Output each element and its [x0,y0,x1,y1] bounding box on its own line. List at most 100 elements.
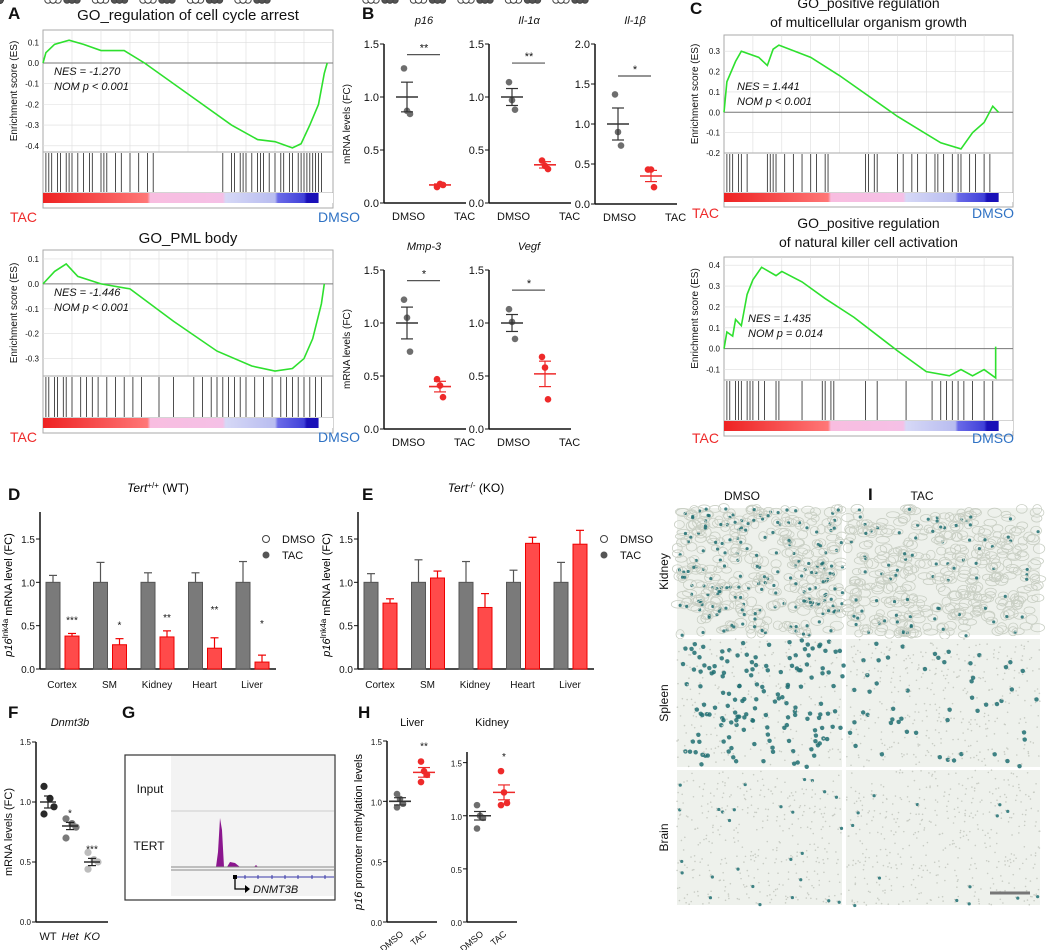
tissue-texture [707,895,710,898]
tissue-texture [951,702,954,705]
tissue-texture [1025,858,1028,860]
sa-beta-gal-stain [776,510,780,515]
tissue-texture [749,748,752,750]
tissue-texture [743,794,745,796]
sa-beta-gal-stain [750,718,756,723]
sa-beta-gal-stain [739,595,743,600]
sa-beta-gal-stain [941,627,945,631]
tissue-texture [953,808,956,810]
tissue-texture [1012,860,1015,862]
tissue-structure [948,608,959,618]
sa-beta-gal-stain [1016,896,1020,900]
tissue-texture [996,673,999,676]
tissue-texture [825,901,828,904]
tissue-texture [712,824,714,827]
tissue-texture [698,692,701,695]
tissue-texture [761,778,764,781]
tissue-structure [926,549,936,560]
sa-beta-gal-stain [1020,668,1025,674]
y-tick-label: 1.0 [575,119,590,131]
tissue-texture [838,797,841,800]
tissue-texture [852,864,854,866]
sa-beta-gal-stain [793,653,798,658]
tissue-structure [708,505,722,513]
tissue-texture [983,671,986,673]
tissue-texture [750,696,753,698]
tissue-texture [788,648,790,651]
tissue-texture [838,826,841,829]
tissue-texture [910,884,913,886]
tissue-structure [866,558,879,569]
tac-data-point [481,0,489,4]
tissue-texture [925,734,928,737]
sa-beta-gal-stain [778,522,782,526]
tissue-texture [810,737,813,740]
tissue-structure [821,568,835,577]
tissue-texture [938,860,940,862]
sa-beta-gal-stain [992,752,997,757]
tissue-texture [1008,882,1010,884]
sa-beta-gal-stain [854,598,858,602]
tissue-texture [782,731,785,733]
tissue-texture [788,805,791,808]
tissue-texture [696,665,698,668]
tissue-texture [884,817,887,819]
tissue-structure [795,547,809,556]
tissue-texture [903,646,906,648]
tissue-structure [783,573,794,581]
tissue-structure [821,593,837,603]
tss-marker [233,875,237,879]
label-part: -/- [468,481,476,490]
significance-stars: * [422,269,427,281]
tissue-texture [925,709,928,712]
tissue-texture [964,814,966,817]
sa-beta-gal-stain [703,526,707,530]
tissue-texture [855,832,857,835]
tissue-texture [1014,799,1017,802]
sa-beta-gal-stain [701,549,705,553]
sa-beta-gal-stain [761,689,767,694]
sa-beta-gal-stain [711,669,716,675]
tissue-structure [908,532,920,542]
tissue-texture [822,816,824,818]
sa-beta-gal-stain [1006,535,1010,539]
tissue-texture [894,795,897,797]
tissue-texture [1024,885,1027,888]
sa-beta-gal-stain [916,523,920,527]
tissue-structure [752,618,766,628]
tissue-texture [967,839,970,841]
tissue-texture [1018,672,1020,674]
rank-bar [724,193,1013,202]
tissue-texture [829,731,832,734]
tissue-texture [863,877,866,880]
enrichment-curve [42,39,328,149]
tissue-texture [823,862,825,865]
gene-title: Il-1β [624,15,646,27]
tissue-structure [722,511,736,520]
tissue-structure [1019,574,1030,582]
gsea-title: GO_PML body [139,230,238,247]
tissue-texture [954,815,956,818]
tac-data-point [538,353,546,361]
tissue-texture [1029,895,1032,898]
sa-beta-gal-stain [698,669,703,674]
panel-label-H: H [358,703,370,722]
tissue-texture [814,793,817,795]
x-label-tac: TAC [489,929,509,948]
tissue-texture [766,815,769,817]
tissue-texture [683,744,686,747]
y-tick-label: 0.1 [28,255,40,264]
y-tick-label: 0.4 [709,261,721,270]
tissue-texture [827,750,830,753]
tissue-texture [1006,655,1009,657]
tissue-texture [745,790,748,793]
sa-beta-gal-stain [832,610,836,614]
tissue-texture [812,886,815,889]
sa-beta-gal-stain [755,564,759,568]
tissue-texture [920,651,922,653]
tissue-texture [1017,694,1019,697]
tissue-texture [983,757,986,760]
tissue-texture [853,715,856,717]
tissue-structure [976,557,990,566]
tissue-texture [761,826,764,829]
